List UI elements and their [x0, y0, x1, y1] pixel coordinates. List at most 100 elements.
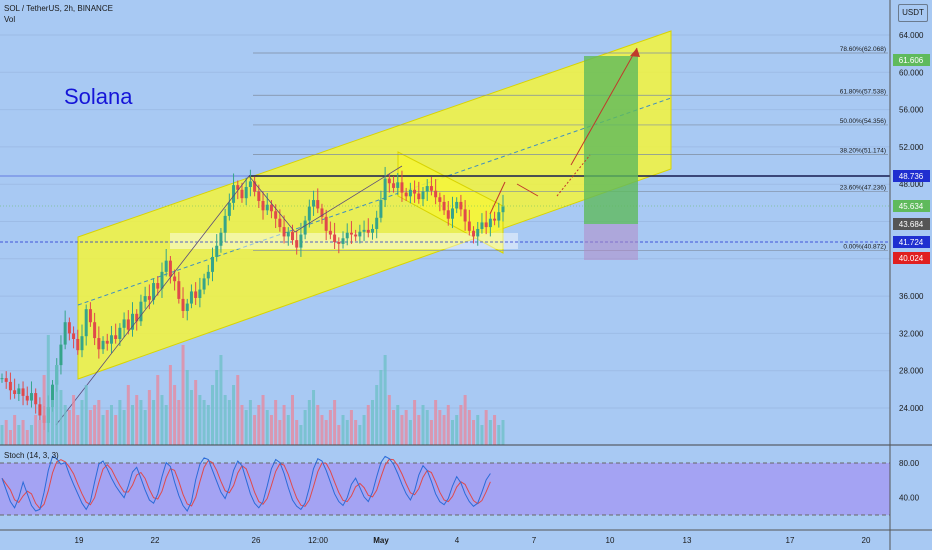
price-label-box: [893, 170, 930, 182]
candle-body: [354, 234, 358, 237]
time-tick-label: May: [373, 536, 389, 545]
candle-body: [488, 218, 492, 228]
candle-body: [156, 283, 160, 289]
volume-bar: [493, 415, 497, 445]
volume-bar: [109, 405, 113, 445]
volume-bar: [375, 385, 379, 445]
candle-body: [51, 384, 55, 408]
volume-bar: [168, 365, 172, 445]
fib-level-label: 50.00%(54.356): [840, 118, 886, 125]
volume-bar: [164, 405, 168, 445]
price-tick-label: 32.000: [899, 329, 924, 338]
candle-body: [265, 204, 269, 211]
candle-body: [253, 181, 257, 192]
volume-bar: [413, 400, 417, 445]
arrow-path-1: [489, 181, 506, 215]
candle-body: [278, 218, 282, 228]
candle-body: [135, 313, 139, 322]
price-tick-label: 52.000: [899, 143, 924, 152]
price-tick-label: 64.000: [899, 31, 924, 40]
volume-bar: [370, 400, 374, 445]
candle-body: [282, 227, 286, 237]
volume-bar: [38, 420, 42, 445]
candle-body: [63, 322, 67, 345]
candle-body: [274, 211, 278, 219]
volume-bar: [307, 400, 311, 445]
time-tick-label: 7: [532, 536, 537, 545]
chart-header: SOL / TetherUS, 2h, BINANCE Vol: [4, 3, 113, 25]
volume-bar: [236, 375, 240, 445]
volume-bar: [248, 400, 252, 445]
volume-bar: [215, 370, 219, 445]
price-label-value: 61.606: [899, 56, 924, 65]
fib-level-label: 23.60%(47.236): [840, 184, 886, 191]
candle-body: [472, 230, 476, 237]
volume-bar: [299, 425, 303, 445]
price-tick-label: 36.000: [899, 292, 924, 301]
candle-body: [114, 335, 118, 339]
volume-bar: [316, 405, 320, 445]
candle-body: [202, 278, 206, 290]
price-label-value: 43.684: [899, 220, 924, 229]
volume-bar: [303, 410, 307, 445]
volume-bar: [476, 415, 480, 445]
volume-bar: [181, 345, 185, 445]
candle-body: [38, 404, 42, 416]
stoch-indicator-label: Stoch (14, 3, 3): [4, 451, 59, 460]
volume-bar: [211, 385, 215, 445]
volume-bar: [497, 425, 501, 445]
volume-bar: [467, 410, 471, 445]
volume-bar: [366, 405, 370, 445]
target-zone: [584, 56, 638, 224]
candle-body: [84, 309, 88, 337]
arrow-path-3: [556, 154, 591, 197]
candle-body: [337, 242, 341, 244]
candle-body: [105, 340, 109, 344]
volume-bar: [387, 395, 391, 445]
candle-body: [392, 183, 396, 188]
time-tick-label: 26: [252, 536, 261, 545]
candle-body: [497, 212, 501, 221]
candle-body: [160, 271, 164, 289]
candle-body: [97, 338, 101, 350]
volume-bar: [337, 425, 341, 445]
volume-bar: [286, 415, 290, 445]
volume-bar: [501, 420, 505, 445]
candle-body: [387, 178, 391, 184]
volume-bar: [434, 400, 438, 445]
price-label-value: 45.634: [899, 202, 924, 211]
volume-bar: [274, 400, 278, 445]
volume-bar: [328, 410, 332, 445]
time-tick-label: 12:00: [308, 536, 329, 545]
candle-body: [295, 240, 299, 248]
candle-body: [80, 336, 84, 351]
fib-level-label: 38.20%(51.174): [840, 148, 886, 155]
price-label-value: 48.736: [899, 172, 924, 181]
candle-body: [211, 256, 215, 272]
volume-bar: [160, 395, 164, 445]
candle-body: [345, 232, 349, 239]
volume-bar: [59, 390, 63, 445]
candle-body: [400, 182, 404, 193]
price-label-box: [893, 252, 930, 264]
volume-bar: [392, 410, 396, 445]
time-tick-label: 22: [151, 536, 160, 545]
stoch-d-line: [1, 458, 491, 510]
candle-body: [404, 192, 408, 197]
volume-bar: [408, 420, 412, 445]
volume-bar: [101, 415, 105, 445]
volume-bar: [97, 400, 101, 445]
candle-body: [181, 298, 185, 312]
candle-body: [147, 296, 151, 300]
candle-body: [219, 232, 223, 246]
candle-body: [269, 204, 273, 212]
currency-button[interactable]: USDT: [898, 4, 928, 22]
volume-bar: [46, 335, 50, 445]
price-label-box: [893, 200, 930, 212]
volume-bar: [421, 405, 425, 445]
volume-bar: [8, 430, 12, 445]
price-label-box: [893, 54, 930, 66]
volume-bar: [152, 400, 156, 445]
volume-bar: [72, 395, 76, 445]
